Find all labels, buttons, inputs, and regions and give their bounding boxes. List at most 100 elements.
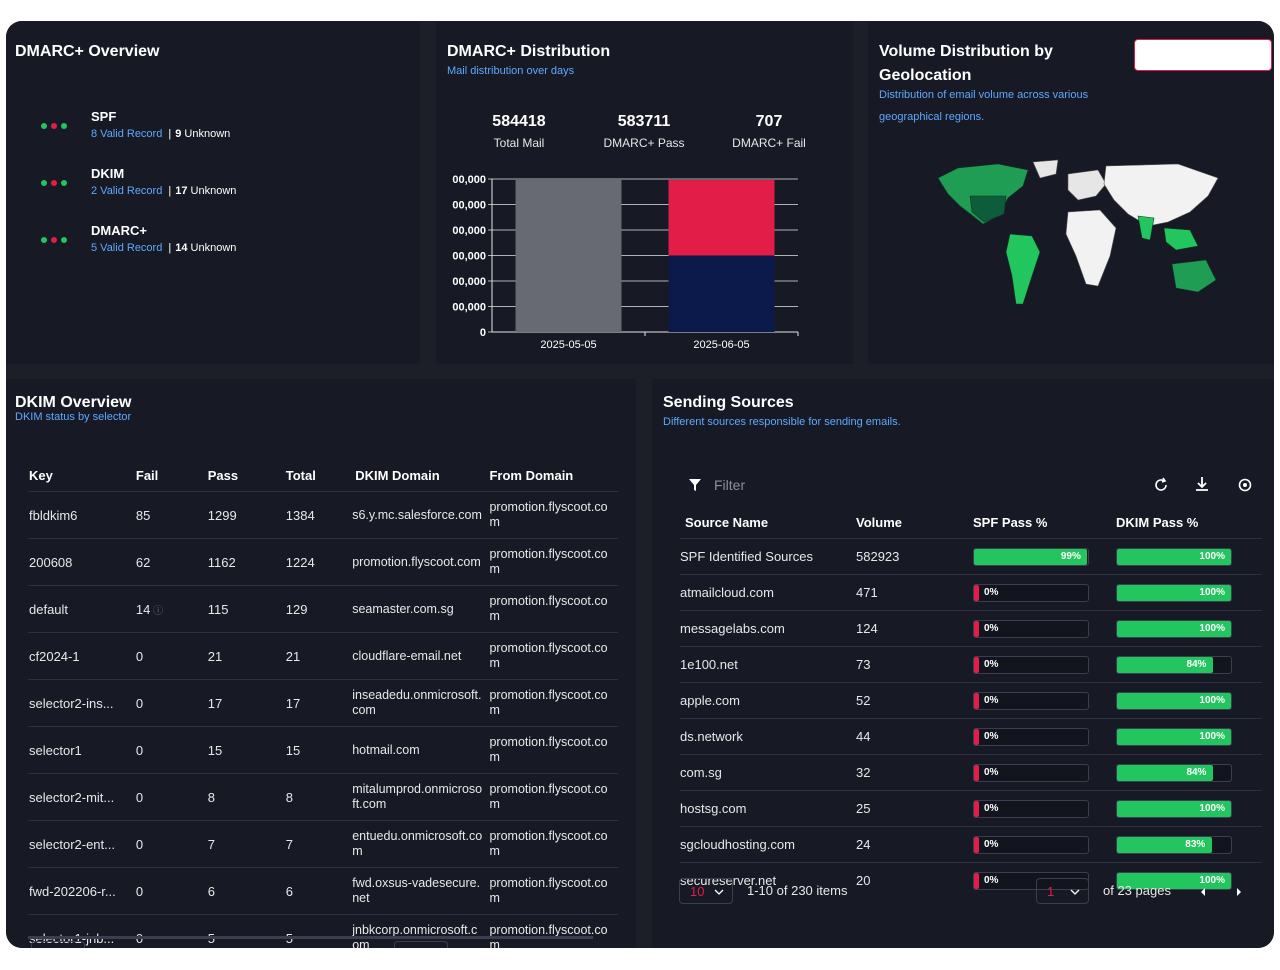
- dkim-cell: fwd-202206-r...: [28, 867, 135, 915]
- status-dots: [41, 237, 67, 243]
- unknown-label: Unknown: [190, 242, 237, 254]
- dkim-pass-fill: [1117, 620, 1231, 637]
- dkim-cell: promotion.flyscoot.com: [488, 538, 618, 586]
- source-cell: 24: [855, 826, 972, 863]
- cell-text: entuedu.onmicrosoft.com: [352, 829, 483, 858]
- prev-page-icon[interactable]: [1199, 887, 1207, 897]
- cell-text: 200608: [29, 554, 73, 570]
- dkim-cell: cloudflare-email.net: [351, 632, 489, 680]
- sources-column-header[interactable]: SPF Pass %: [973, 514, 1048, 530]
- info-icon[interactable]: ⓘ: [150, 605, 164, 617]
- spf-pass-bar: 0%: [973, 691, 1089, 710]
- geo-search-box[interactable]: [1134, 39, 1272, 71]
- dkim-pass-bar: 84%: [1116, 655, 1232, 674]
- source-cell: 0%: [972, 754, 1115, 791]
- cell-text: promotion.flyscoot.com: [489, 547, 608, 576]
- dkim-cell: 15: [206, 726, 285, 774]
- sources-column-header[interactable]: Volume: [856, 514, 902, 530]
- page-select[interactable]: 1: [1036, 878, 1089, 904]
- valid-record-link[interactable]: 5 Valid Record: [91, 242, 163, 254]
- dkim-cell: jnbkcorp.onmicrosoft.com: [351, 914, 489, 948]
- cell-text: cloudflare-email.net: [352, 648, 462, 663]
- overview-item-name: DMARC+: [91, 223, 147, 238]
- valid-record-link[interactable]: 8 Valid Record: [91, 128, 163, 140]
- dkim-cell: 14 ⓘ: [134, 585, 207, 633]
- table-row[interactable]: 1e100.net 73 0% 84%: [680, 646, 1262, 683]
- dkim-page-select[interactable]: [394, 941, 448, 948]
- next-page-icon[interactable]: [1235, 887, 1243, 897]
- settings-icon[interactable]: [1236, 476, 1254, 494]
- table-row[interactable]: selector2-mit... 0 8 8 mitalumprod.onmicroso…: [28, 773, 618, 821]
- sources-column-header[interactable]: Source Name: [685, 514, 769, 530]
- cell-text: inseadedu.onmicrosoft.com: [352, 688, 482, 717]
- refresh-icon[interactable]: [1152, 476, 1170, 494]
- dkim-pass-label: 100%: [1199, 622, 1225, 634]
- dkim-column-header[interactable]: Total: [285, 467, 316, 483]
- pages-total-text: of 23 pages: [1103, 883, 1171, 898]
- sources-column-header[interactable]: DKIM Pass %: [1116, 514, 1199, 530]
- table-row[interactable]: atmailcloud.com 471 0% 100%: [680, 574, 1262, 611]
- table-row[interactable]: messagelabs.com 124 0% 100%: [680, 610, 1262, 647]
- unknown-label: Unknown: [190, 185, 237, 197]
- dkim-column-header[interactable]: Pass: [207, 467, 239, 483]
- cell-text: 85: [135, 507, 151, 523]
- source-cell: hostsg.com: [680, 790, 855, 827]
- cell-text: 17: [207, 695, 223, 711]
- table-row[interactable]: selector2-ins... 0 17 17 inseadedu.onmicroso…: [28, 679, 618, 727]
- spf-pass-fill: [974, 584, 979, 601]
- table-row[interactable]: hostsg.com 25 0% 100%: [680, 790, 1262, 827]
- dkim-cell: promotion.flyscoot.com: [488, 820, 618, 868]
- cell-text: promotion.flyscoot.com: [489, 876, 608, 905]
- table-row[interactable]: default 14 ⓘ 115 129 seamaster.com.sg promoti…: [28, 585, 618, 633]
- map-asia: [1103, 163, 1219, 227]
- table-row[interactable]: sgcloudhosting.com 24 0% 83%: [680, 826, 1262, 863]
- dkim-pass-bar: 84%: [1116, 763, 1232, 782]
- source-cell: 471: [855, 574, 972, 611]
- cell-text: 32: [856, 765, 871, 780]
- cell-text: promotion.flyscoot.com: [489, 594, 608, 623]
- spf-pass-fill: [974, 620, 979, 637]
- dkim-page-size-select[interactable]: [31, 941, 85, 948]
- table-row[interactable]: cf2024-1 0 21 21 cloudflare-email.net promoti…: [28, 632, 618, 680]
- dkim-column-header[interactable]: From Domain: [489, 467, 574, 483]
- dkim-overview-card: DKIM Overview DKIM status by selector Ke…: [6, 379, 636, 948]
- dkim-cell: 7: [284, 820, 352, 868]
- filter-label: Filter: [714, 477, 746, 493]
- table-row[interactable]: fwd-202206-r... 0 6 6 fwd.oxsus-vadesecure.n…: [28, 867, 618, 915]
- table-row[interactable]: selector2-ent... 0 7 7 entuedu.onmicrosoft.c…: [28, 820, 618, 868]
- dkim-scrollbar[interactable]: [28, 936, 593, 939]
- source-cell: sgcloudhosting.com: [680, 826, 855, 863]
- cell-text: 8: [285, 789, 293, 805]
- source-cell: 124: [855, 610, 972, 647]
- distribution-title: DMARC+ Distribution: [447, 43, 611, 60]
- separator: |: [168, 128, 172, 140]
- dkim-column-header[interactable]: Fail: [135, 467, 159, 483]
- dkim-cell: 115: [206, 585, 285, 633]
- dkim-column-header[interactable]: DKIM Domain: [355, 467, 440, 483]
- dkim-pass-label: 84%: [1186, 766, 1207, 778]
- spf-pass-bar: 0%: [973, 871, 1089, 890]
- table-row[interactable]: secureserver.net 20 0% 100%: [680, 862, 1262, 898]
- filter-button[interactable]: Filter: [688, 477, 745, 493]
- table-row[interactable]: ds.network 44 0% 100%: [680, 718, 1262, 755]
- download-icon[interactable]: [1193, 475, 1211, 493]
- table-row[interactable]: 200608 62 1162 1224 promotion.flyscoot.com pr…: [28, 538, 618, 586]
- dkim-column-header[interactable]: Key: [29, 467, 53, 483]
- unknown-count: 17: [175, 185, 188, 197]
- table-row[interactable]: SPF Identified Sources 582923 99% 100%: [680, 538, 1262, 575]
- table-row[interactable]: apple.com 52 0% 100%: [680, 682, 1262, 719]
- dkim-cell: 1384: [284, 491, 352, 539]
- cell-text: 6: [207, 883, 215, 899]
- table-row[interactable]: fbldkim6 85 1299 1384 s6.y.mc.salesforce.com…: [28, 491, 618, 539]
- world-map[interactable]: [928, 156, 1228, 316]
- page-size-select[interactable]: 10: [679, 878, 733, 904]
- stat-dmarc-fail-label: DMARC+ Fail: [732, 136, 806, 150]
- distribution-subtitle: Mail distribution over days: [447, 65, 575, 77]
- table-row[interactable]: com.sg 32 0% 84%: [680, 754, 1262, 791]
- valid-record-link[interactable]: 2 Valid Record: [91, 185, 163, 197]
- table-row[interactable]: selector1 0 15 15 hotmail.com promotion.flysc…: [28, 726, 618, 774]
- map-india: [1137, 215, 1155, 241]
- table-row[interactable]: selector1-jnb...055jnbkcorp.onmicrosoft.…: [28, 914, 618, 948]
- cell-text: apple.com: [680, 693, 740, 708]
- spf-pass-fill: [974, 692, 979, 709]
